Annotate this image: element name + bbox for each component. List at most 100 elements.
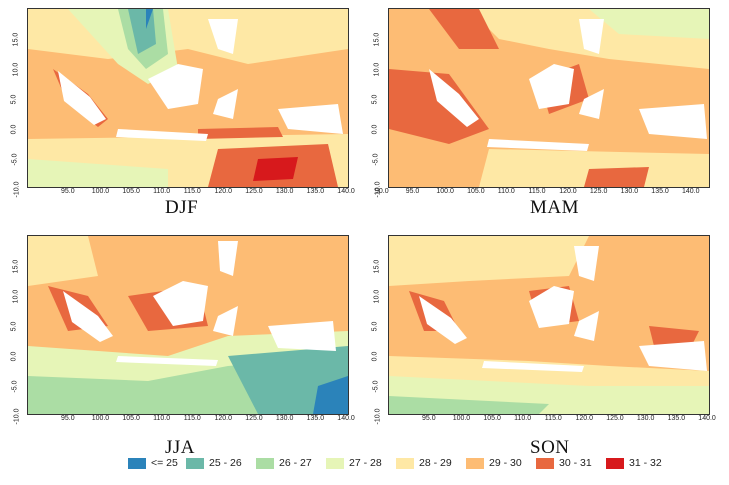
legend-label: 27 - 28 <box>349 457 382 469</box>
map-djf <box>27 8 349 188</box>
y-tick-label: -5.0 <box>372 380 380 393</box>
y-tick-label: 0.0 <box>371 351 379 362</box>
legend-item: <= 25 <box>128 456 178 470</box>
y-tick-label: 10.0 <box>12 62 20 77</box>
y-tick-label: 10.0 <box>373 62 381 77</box>
x-tick-label: 130.0 <box>636 415 655 422</box>
x-tick-label: 105.0 <box>122 415 140 422</box>
legend-swatch <box>396 457 414 469</box>
x-tick-label: 95.0 <box>61 188 75 195</box>
x-tick-label: 135.0 <box>306 415 325 422</box>
legend-swatch <box>536 457 554 469</box>
x-tick-label: 140.0 <box>337 188 355 195</box>
x-tick-label: 125.0 <box>589 188 608 195</box>
legend-item: 27 - 28 <box>326 456 382 470</box>
legend-item: 31 - 32 <box>606 456 662 470</box>
legend-swatch <box>326 457 344 469</box>
legend-label: 31 - 32 <box>629 457 662 469</box>
x-tick-label: 100.0 <box>91 188 110 195</box>
x-tick-label: 120.0 <box>214 415 233 422</box>
x-tick-label: 115.0 <box>183 188 201 195</box>
sst-map-mam <box>389 9 709 187</box>
x-tick-label: 125.0 <box>245 415 263 422</box>
x-tick-label: 120.0 <box>214 188 233 195</box>
x-tick-label: 105.0 <box>483 415 501 422</box>
x-tick-label: 100.0 <box>91 415 110 422</box>
x-tick-label: 110.0 <box>514 415 532 422</box>
legend-swatch <box>466 457 484 469</box>
legend-swatch <box>256 457 274 469</box>
x-tick-label: 105.0 <box>122 188 140 195</box>
x-tick-label: 95.0 <box>405 188 420 195</box>
x-tick-label: 110.0 <box>497 188 515 195</box>
y-tick-label: -10.0 <box>13 181 21 198</box>
x-tick-label: 115.0 <box>544 415 562 422</box>
x-tick-label: 110.0 <box>153 188 171 195</box>
y-tick-label: 5.0 <box>371 321 379 332</box>
y-tick-label: 0.0 <box>10 124 18 135</box>
y-tick-label: -10.0 <box>374 408 382 425</box>
x-tick-label: 140.0 <box>337 415 355 422</box>
y-tick-label: 10.0 <box>373 289 381 304</box>
y-tick-label: 15.0 <box>12 32 20 47</box>
y-tick-label: -5.0 <box>11 380 19 393</box>
season-label-mam: MAM <box>530 197 580 218</box>
legend-item: 29 - 30 <box>466 456 522 470</box>
y-tick-label: 5.0 <box>10 94 18 105</box>
x-tick-label: 135.0 <box>667 415 686 422</box>
legend-item: 28 - 29 <box>396 456 452 470</box>
y-tick-label: 10.0 <box>12 289 20 304</box>
y-tick-label: 0.0 <box>10 351 18 362</box>
x-tick-label: 105.0 <box>467 188 485 195</box>
x-tick-label: 130.0 <box>620 188 639 195</box>
x-tick-label: 140.0 <box>698 415 716 422</box>
x-tick-label: 120.0 <box>575 415 594 422</box>
x-tick-label: 100.0 <box>436 188 454 195</box>
legend-label: 25 - 26 <box>209 457 242 469</box>
sst-map-djf <box>28 9 348 187</box>
legend-label: 26 - 27 <box>279 457 312 469</box>
legend-label: 28 - 29 <box>419 457 452 469</box>
x-tick-label: 130.0 <box>275 415 294 422</box>
y-tick-label: 5.0 <box>371 94 379 105</box>
x-tick-label: 140.0 <box>682 188 700 195</box>
y-tick-label: -5.0 <box>372 153 380 166</box>
y-tick-label: 15.0 <box>373 32 381 47</box>
x-tick-label: 115.0 <box>183 415 201 422</box>
sst-map-son <box>389 236 709 414</box>
legend-label: 30 - 31 <box>559 457 592 469</box>
x-tick-label: 135.0 <box>306 188 325 195</box>
y-tick-label: 5.0 <box>10 321 18 332</box>
legend-swatch <box>606 457 624 469</box>
x-tick-label: 120.0 <box>559 188 577 195</box>
x-tick-label: 125.0 <box>606 415 624 422</box>
legend-label: 29 - 30 <box>489 457 522 469</box>
y-tick-label: -5.0 <box>11 153 19 166</box>
map-jja <box>27 235 349 415</box>
x-tick-label: 90.0 <box>375 188 389 195</box>
legend-item: 25 - 26 <box>186 456 242 470</box>
y-tick-label: 15.0 <box>12 259 20 274</box>
x-tick-label: 100.0 <box>452 415 471 422</box>
legend-item: 30 - 31 <box>536 456 592 470</box>
x-tick-label: 95.0 <box>422 415 436 422</box>
x-tick-label: 115.0 <box>528 188 546 195</box>
x-tick-label: 130.0 <box>275 188 294 195</box>
legend-label: <= 25 <box>151 457 178 469</box>
x-tick-label: 125.0 <box>245 188 263 195</box>
map-son <box>388 235 710 415</box>
season-label-djf: DJF <box>165 197 199 218</box>
x-tick-label: 95.0 <box>61 415 75 422</box>
legend-swatch <box>186 457 204 469</box>
map-mam <box>388 8 710 188</box>
y-tick-label: 15.0 <box>373 259 381 274</box>
season-label-jja: JJA <box>165 437 196 458</box>
y-tick-label: -10.0 <box>13 408 21 425</box>
legend-swatch <box>128 457 146 469</box>
legend-item: 26 - 27 <box>256 456 312 470</box>
x-tick-label: 135.0 <box>651 188 669 195</box>
sst-map-jja <box>28 236 348 414</box>
season-label-son: SON <box>530 437 570 458</box>
x-tick-label: 110.0 <box>153 415 171 422</box>
y-tick-label: 0.0 <box>371 124 379 135</box>
